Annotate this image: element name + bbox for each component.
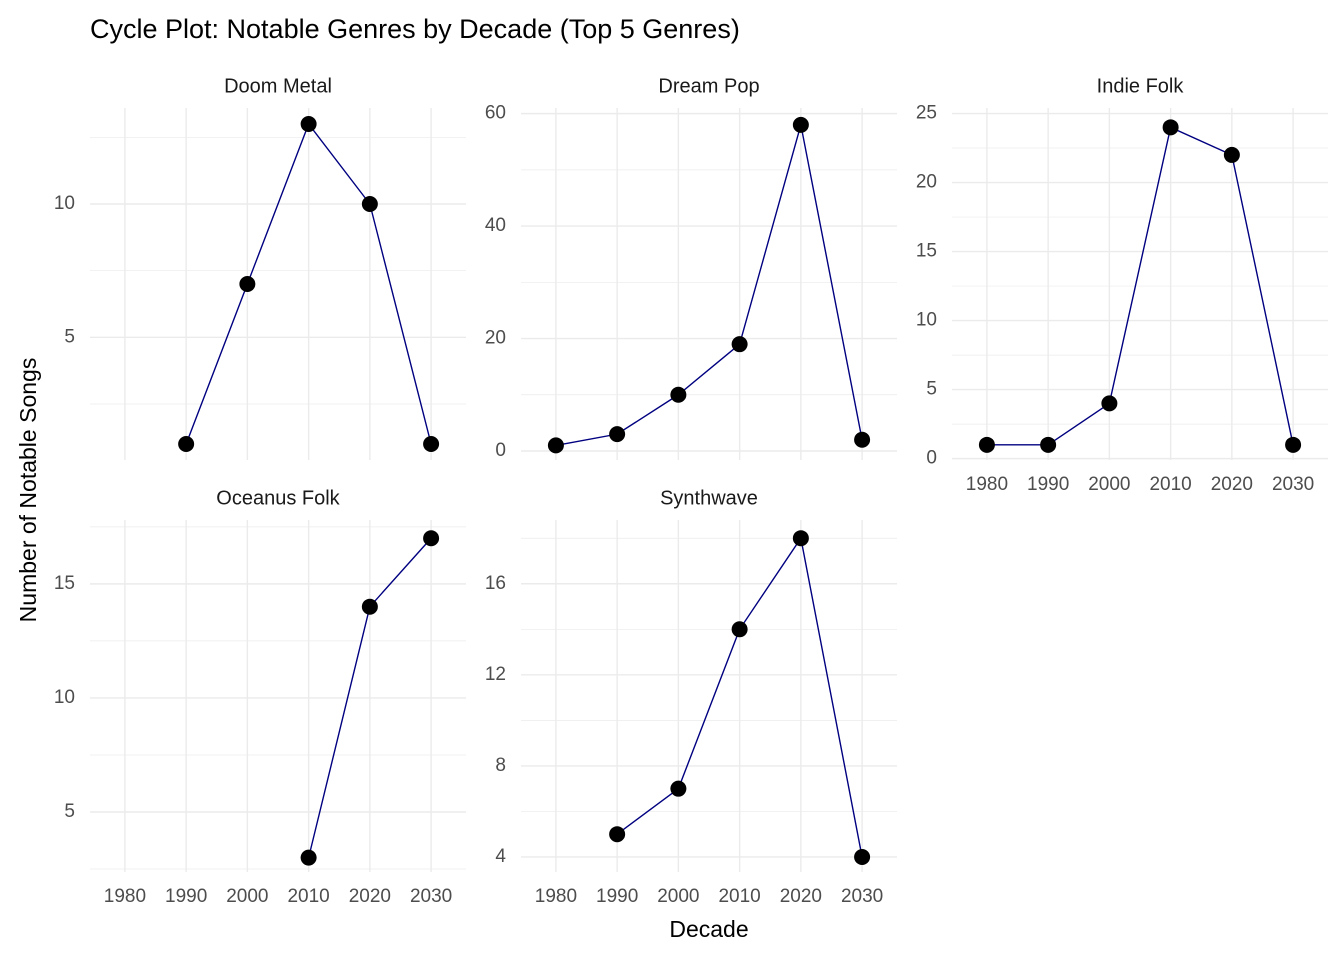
point <box>854 848 871 865</box>
point <box>361 598 378 615</box>
point <box>978 436 995 453</box>
y-tick-label: 4 <box>495 846 506 867</box>
y-tick-label: 12 <box>485 664 506 685</box>
point <box>178 436 195 452</box>
x-tick-label: 2030 <box>410 886 452 907</box>
y-tick-label: 10 <box>54 193 75 214</box>
point <box>854 431 871 448</box>
facet-title: Synthwave <box>660 487 758 509</box>
point <box>1285 436 1302 453</box>
y-tick-label: 15 <box>54 573 75 594</box>
y-tick-label: 10 <box>54 687 75 708</box>
point <box>1162 119 1179 136</box>
point <box>1101 395 1118 412</box>
x-tick-label: 1980 <box>966 474 1008 495</box>
series-line <box>555 124 863 447</box>
y-tick-label: 10 <box>916 310 937 331</box>
x-tick-label: 2010 <box>1149 474 1191 495</box>
y-axis-label: Number of Notable Songs <box>15 358 41 623</box>
point <box>792 116 809 133</box>
x-tick-label: 2020 <box>1211 474 1253 495</box>
point <box>361 196 378 212</box>
facet-title: Indie Folk <box>1097 75 1185 97</box>
x-tick-label: 2030 <box>1272 474 1314 495</box>
y-tick-label: 20 <box>916 172 937 193</box>
point <box>300 116 317 132</box>
x-tick-label: 1980 <box>535 886 577 907</box>
y-tick-label: 16 <box>485 573 506 594</box>
y-tick-label: 60 <box>485 103 506 124</box>
x-axis-label: Decade <box>669 916 748 942</box>
x-tick-label: 2000 <box>1088 474 1130 495</box>
point <box>423 436 440 452</box>
y-tick-label: 15 <box>916 241 937 262</box>
point <box>609 826 626 843</box>
x-tick-label: 2010 <box>718 886 760 907</box>
point <box>423 530 440 547</box>
facet-title: Oceanus Folk <box>216 487 340 509</box>
point <box>239 276 256 292</box>
point <box>547 437 564 454</box>
y-tick-label: 20 <box>485 328 506 349</box>
point <box>731 621 748 638</box>
x-tick-label: 1980 <box>104 886 146 907</box>
y-tick-label: 5 <box>64 326 75 347</box>
x-tick-label: 2000 <box>657 886 699 907</box>
point <box>300 849 317 866</box>
x-tick-label: 1990 <box>165 886 207 907</box>
x-tick-label: 2030 <box>841 886 883 907</box>
facet-title: Doom Metal <box>224 75 332 97</box>
y-tick-label: 40 <box>485 215 506 236</box>
point <box>670 780 687 797</box>
series-line <box>986 126 1294 446</box>
point <box>1223 146 1240 163</box>
facet-title: Dream Pop <box>658 75 759 97</box>
x-tick-label: 1990 <box>1027 474 1069 495</box>
point <box>792 530 809 547</box>
y-tick-label: 0 <box>926 448 937 469</box>
point <box>609 426 626 443</box>
x-tick-label: 2000 <box>226 886 268 907</box>
y-tick-label: 5 <box>64 801 75 822</box>
x-tick-label: 2020 <box>349 886 391 907</box>
chart-title: Cycle Plot: Notable Genres by Decade (To… <box>90 14 740 44</box>
point <box>670 386 687 403</box>
x-tick-label: 2010 <box>287 886 329 907</box>
y-tick-label: 25 <box>916 103 937 124</box>
x-tick-label: 1990 <box>596 886 638 907</box>
point <box>1040 436 1057 453</box>
point <box>731 336 748 353</box>
y-tick-label: 0 <box>495 440 506 461</box>
y-tick-label: 8 <box>495 755 506 776</box>
x-tick-label: 2020 <box>780 886 822 907</box>
y-tick-label: 5 <box>926 379 937 400</box>
